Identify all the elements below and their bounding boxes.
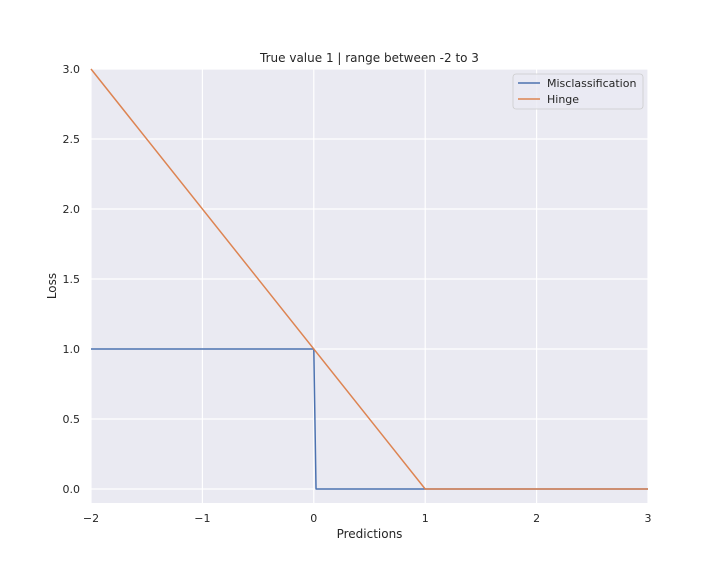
- y-tick-label: 3.0: [63, 63, 81, 76]
- series-line: [90, 68, 648, 490]
- legend-entry: Hinge: [547, 93, 579, 106]
- x-tick-label: 0: [310, 512, 317, 525]
- legend-box: [512, 73, 644, 110]
- y-tick-label: 2.0: [63, 203, 81, 216]
- grid: [90, 68, 649, 503]
- y-tick-label: 1.5: [63, 273, 81, 286]
- x-tick-label: 3: [645, 512, 652, 525]
- x-tick-label: 2: [533, 512, 540, 525]
- x-tick-label: −1: [194, 512, 210, 525]
- y-tick-label: 0.0: [63, 483, 81, 496]
- x-tick-label: −2: [83, 512, 99, 525]
- y-tick-label: 1.0: [63, 343, 81, 356]
- legend-entry: Misclassification: [547, 77, 636, 90]
- y-tick-label: 2.5: [63, 133, 81, 146]
- legend: Misclassification Hinge: [512, 73, 644, 110]
- plot-background: [91, 69, 648, 503]
- x-tick-label: 1: [422, 512, 429, 525]
- y-axis-label: Loss: [45, 273, 59, 299]
- series-lines: [90, 68, 648, 490]
- y-tick-label: 0.5: [63, 413, 81, 426]
- x-axis-label: Predictions: [337, 527, 403, 541]
- chart-title: True value 1 | range between -2 to 3: [259, 51, 479, 65]
- tick-labels: −2 −1 0 1 2 3 0.0 0.5 1.0 1.5 2.0 2.5 3.0: [63, 63, 652, 525]
